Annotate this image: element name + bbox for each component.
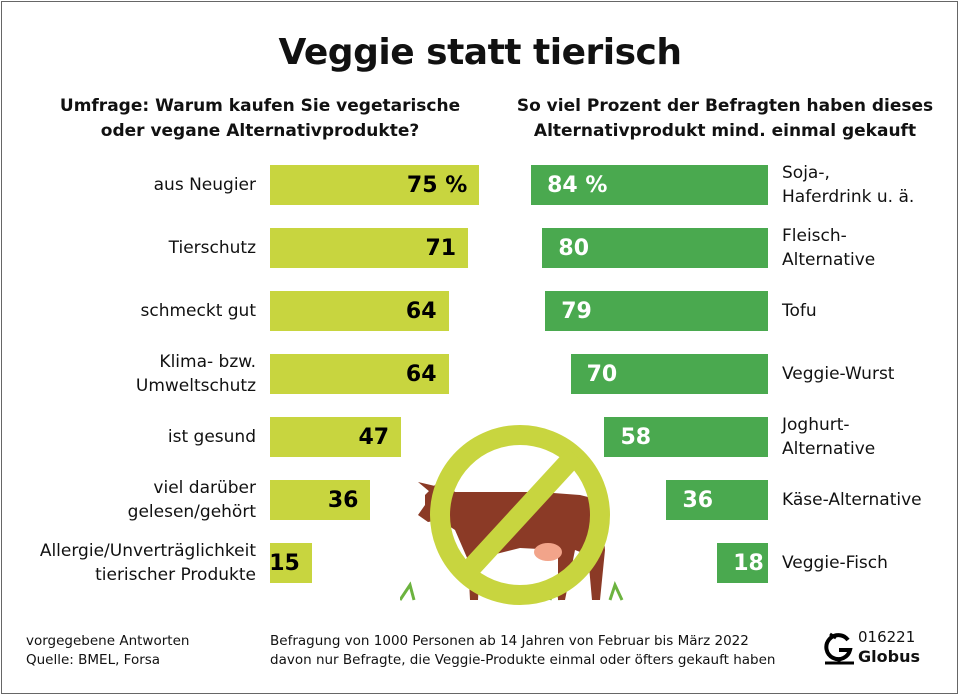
chart-title: Veggie statt tierisch — [278, 32, 682, 73]
crossed-out-cow-icon — [400, 425, 624, 605]
category-label: Soja-, Haferdrink u. ä. — [782, 161, 952, 209]
category-label: ist gesund — [16, 425, 256, 449]
bar: 36 — [666, 480, 768, 520]
data-label: 80 — [558, 235, 590, 261]
data-label: 70 — [586, 361, 618, 387]
category-label: Veggie-Fisch — [782, 551, 952, 575]
category-label: schmeckt gut — [16, 299, 257, 323]
category-label-line: Umweltschutz — [135, 376, 256, 396]
globus-logo-icon — [824, 632, 854, 665]
footer-note: vorgegebene Antworten — [26, 633, 190, 649]
category-label-line: Soja-, — [782, 163, 830, 183]
data-label: 71 — [425, 235, 457, 261]
left-subtitle: Umfrage: Warum kaufen Sie vegetarische od… — [40, 94, 480, 144]
bar: 64 — [270, 354, 449, 394]
data-label: 36 — [682, 487, 714, 513]
data-label: 84 % — [547, 172, 608, 198]
category-label-line: ist gesund — [167, 427, 256, 447]
category-label: Allergie/Unverträglichkeit tierischer Pro… — [16, 539, 256, 587]
graphic-number: 016221 — [858, 628, 916, 646]
category-label-line: Veggie-Fisch — [782, 553, 888, 573]
data-label: 47 — [358, 424, 390, 450]
category-label: Klima- bzw. Umweltschutz — [16, 350, 256, 398]
bar: 71 — [270, 228, 469, 268]
data-label: 75 % — [406, 172, 468, 198]
category-label-line: Käse-Alternative — [782, 490, 922, 510]
category-label-line: Fleisch- — [782, 226, 847, 246]
category-label-line: Alternative — [782, 439, 876, 459]
category-label: Tierschutz — [16, 236, 256, 260]
bar: 64 — [270, 291, 449, 331]
footer-survey-info: davon nur Befragte, die Veggie-Produkte … — [270, 652, 776, 668]
footer-left: vorgegebene Antworten Quelle: BMEL, Forsa — [26, 632, 189, 670]
bar: 79 — [545, 291, 768, 331]
data-label: 79 — [561, 298, 592, 324]
category-label-line: Veggie-Wurst — [782, 364, 895, 384]
category-label-line: aus Neugier — [153, 175, 256, 195]
data-label: 64 — [405, 298, 437, 324]
left-subtitle-line: oder vegane Alternativprodukte? — [100, 121, 420, 141]
category-label-line: Alternative — [782, 250, 876, 270]
category-label-line: Joghurt- — [782, 415, 850, 435]
category-label: Joghurt- Alternative — [782, 413, 952, 461]
category-label: Fleisch- Alternative — [782, 224, 952, 272]
bar: 47 — [270, 417, 402, 457]
data-label: 18 — [733, 550, 764, 576]
data-label: 58 — [620, 424, 652, 450]
bar: 70 — [570, 354, 768, 394]
bar: 84 % — [531, 165, 768, 205]
category-label: viel darüber gelesen/gehört — [16, 476, 256, 524]
right-subtitle-line: So viel Prozent der Befragten haben dies… — [516, 96, 934, 116]
category-label-line: Tierschutz — [168, 238, 256, 258]
footer-source: Quelle: BMEL, Forsa — [26, 652, 161, 668]
category-label-line: Klima- bzw. — [159, 352, 256, 372]
brand-name: Globus — [858, 647, 920, 666]
category-label-line: Allergie/Unverträglichkeit — [39, 541, 256, 561]
bar: 80 — [542, 228, 768, 268]
category-label: Käse-Alternative — [782, 488, 952, 512]
data-label: 15 — [269, 550, 300, 576]
category-label-line: schmeckt gut — [140, 301, 257, 321]
left-subtitle-line: Umfrage: Warum kaufen Sie vegetarische — [59, 96, 461, 116]
right-subtitle-line: Alternativprodukt mind. einmal gekauft — [533, 121, 917, 141]
category-label-line: tierischer Produkte — [95, 565, 256, 585]
bar: 18 — [717, 543, 768, 583]
right-subtitle: So viel Prozent der Befragten haben dies… — [505, 94, 945, 144]
category-label: Veggie-Wurst — [782, 362, 952, 386]
bar: 15 — [269, 543, 312, 583]
footer-survey-info: Befragung von 1000 Personen ab 14 Jahren… — [270, 633, 749, 649]
category-label-line: viel darüber — [153, 478, 256, 498]
category-label-line: Haferdrink u. ä. — [782, 187, 915, 207]
footer-center: Befragung von 1000 Personen ab 14 Jahren… — [270, 632, 775, 670]
data-label: 36 — [327, 487, 359, 513]
data-label: 64 — [405, 361, 437, 387]
category-label-line: Tofu — [782, 301, 817, 321]
bar: 36 — [270, 480, 371, 520]
bar: 75 % — [270, 165, 480, 205]
category-label: aus Neugier — [16, 173, 256, 197]
category-label: Tofu — [782, 299, 952, 323]
category-label-line: gelesen/gehört — [127, 502, 256, 522]
bar: 58 — [604, 417, 768, 457]
